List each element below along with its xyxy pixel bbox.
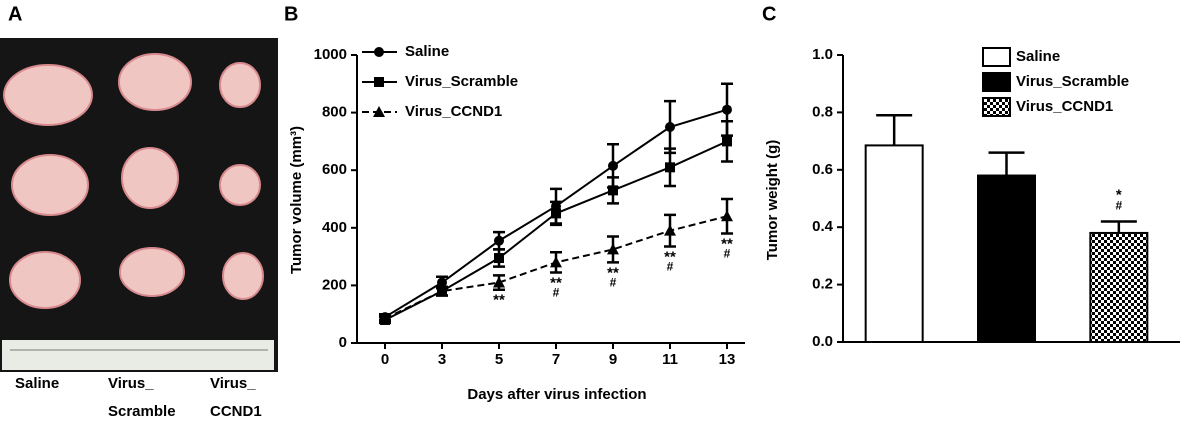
y-tick-label: 400 bbox=[322, 219, 347, 236]
panel-label: C bbox=[762, 3, 776, 25]
panel-label: A bbox=[8, 3, 22, 25]
marker bbox=[608, 160, 618, 171]
photo-caption: Virus_ bbox=[210, 375, 256, 392]
marker bbox=[493, 276, 505, 288]
marker bbox=[379, 312, 391, 324]
y-axis-label: Tumor weight (g) bbox=[764, 140, 781, 261]
x-tick-label: 11 bbox=[662, 351, 678, 368]
y-tick-label: 0.4 bbox=[812, 218, 834, 235]
bar bbox=[864, 144, 924, 343]
error-bar bbox=[876, 114, 913, 146]
marker bbox=[665, 122, 675, 132]
photo-caption: Virus_ bbox=[108, 375, 154, 392]
error-bar bbox=[988, 151, 1025, 176]
marker bbox=[721, 210, 733, 222]
y-tick-label: 0.6 bbox=[812, 161, 833, 178]
panel-label: B bbox=[284, 3, 298, 25]
legend-label: Saline bbox=[405, 43, 449, 60]
marker bbox=[436, 285, 448, 297]
legend-label: Virus_Scramble bbox=[1016, 73, 1129, 90]
marker bbox=[607, 243, 619, 255]
photo bbox=[0, 38, 278, 372]
x-tick-label: 13 bbox=[719, 351, 736, 368]
significance: ** bbox=[721, 236, 733, 253]
y-tick-label: 800 bbox=[322, 104, 347, 121]
error-bar bbox=[1100, 220, 1137, 233]
marker bbox=[608, 185, 618, 196]
significance: ** bbox=[664, 248, 676, 265]
x-tick-label: 9 bbox=[609, 351, 617, 368]
bar bbox=[1089, 231, 1149, 343]
marker bbox=[665, 162, 675, 173]
y-tick-label: 1.0 bbox=[812, 46, 833, 63]
y-tick-label: 1000 bbox=[314, 46, 347, 63]
significance: # bbox=[553, 286, 560, 300]
significance: # bbox=[610, 276, 617, 290]
y-tick-label: 0.2 bbox=[812, 276, 833, 293]
x-tick-label: 5 bbox=[495, 351, 503, 368]
significance: ** bbox=[607, 264, 619, 281]
y-tick-label: 0.0 bbox=[812, 333, 833, 350]
x-tick-label: 7 bbox=[552, 351, 560, 368]
marker bbox=[373, 106, 385, 117]
significance: # bbox=[724, 247, 731, 261]
legend-label: Virus_CCND1 bbox=[1016, 98, 1113, 115]
marker bbox=[437, 277, 447, 288]
y-tick-label: 0.8 bbox=[812, 103, 833, 120]
significance: * bbox=[1116, 186, 1122, 203]
y-axis-label: Tumor volume (mm³) bbox=[288, 126, 305, 274]
legend-swatch bbox=[982, 97, 1011, 117]
significance: # bbox=[1115, 199, 1122, 213]
marker bbox=[722, 136, 732, 147]
marker bbox=[664, 224, 676, 236]
legend-label: Virus_Scramble bbox=[405, 73, 518, 90]
x-tick-label: 0 bbox=[381, 351, 389, 368]
y-tick-label: 600 bbox=[322, 161, 347, 178]
marker bbox=[374, 77, 384, 87]
marker bbox=[551, 208, 561, 219]
x-tick-label: 3 bbox=[438, 351, 446, 368]
legend-label: Virus_CCND1 bbox=[405, 103, 502, 120]
marker bbox=[374, 47, 384, 57]
legend-swatch bbox=[982, 47, 1011, 67]
photo-caption: Scramble bbox=[108, 403, 176, 420]
x-axis-label: Days after virus infection bbox=[467, 386, 646, 403]
legend-swatch bbox=[982, 72, 1011, 92]
photo-caption: Saline bbox=[15, 375, 59, 392]
marker bbox=[550, 256, 562, 268]
legend-label: Saline bbox=[1016, 48, 1060, 65]
marker bbox=[494, 235, 504, 246]
marker bbox=[494, 253, 504, 264]
marker bbox=[722, 104, 732, 115]
y-tick-label: 200 bbox=[322, 276, 347, 293]
significance: # bbox=[667, 260, 674, 274]
y-tick-label: 0 bbox=[339, 334, 347, 351]
significance: ** bbox=[550, 274, 562, 291]
significance: ** bbox=[493, 292, 505, 309]
bar bbox=[977, 174, 1036, 343]
photo-caption: CCND1 bbox=[210, 403, 262, 420]
